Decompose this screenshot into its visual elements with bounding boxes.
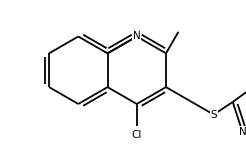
Text: Cl: Cl [132, 130, 142, 140]
Text: N: N [133, 32, 141, 41]
Text: S: S [210, 110, 217, 120]
Text: N: N [239, 127, 246, 137]
